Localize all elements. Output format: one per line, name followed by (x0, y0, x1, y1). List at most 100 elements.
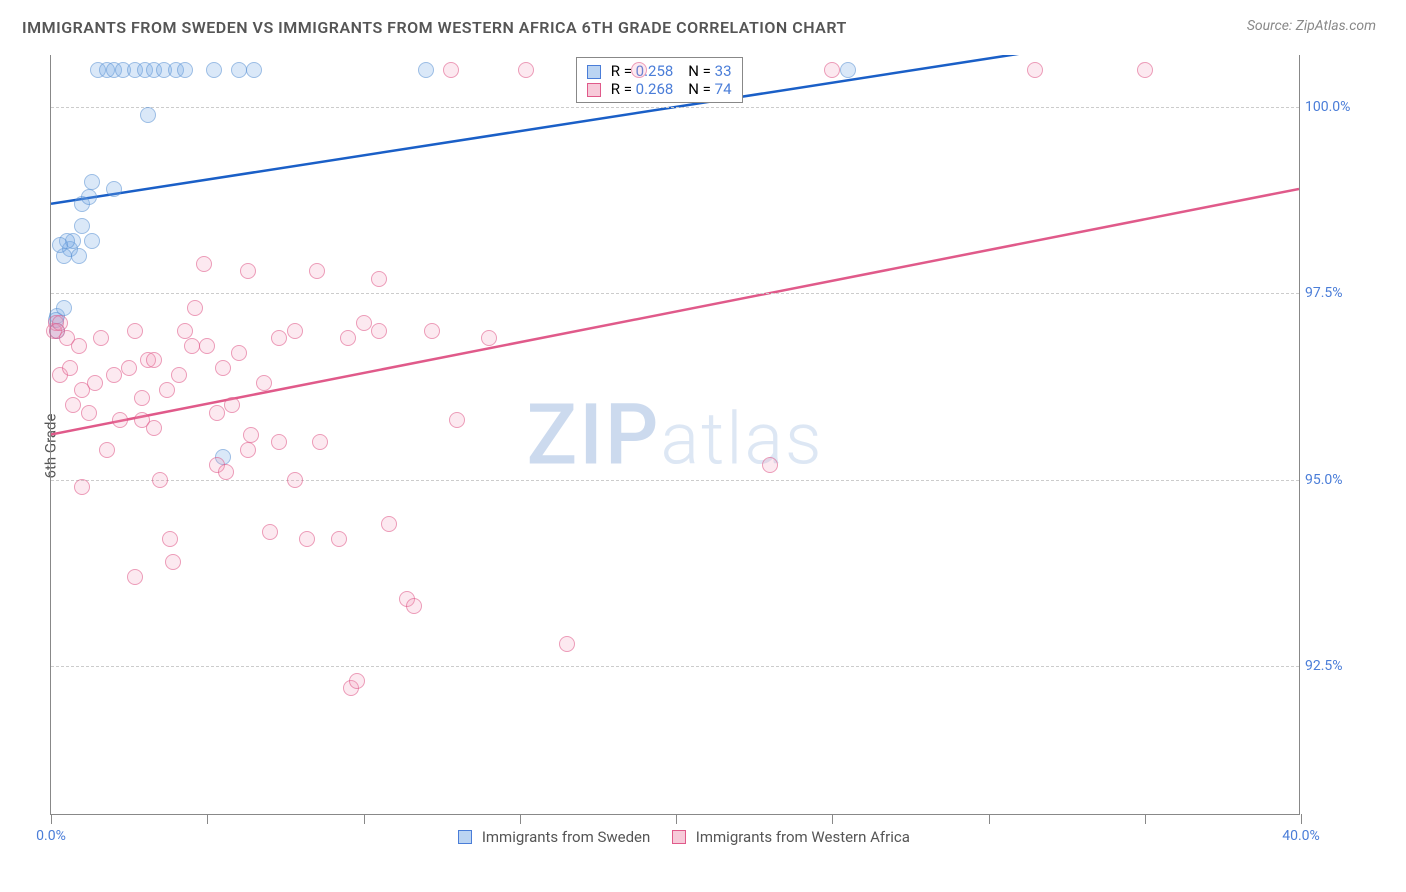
data-point (93, 330, 109, 346)
scatter-plot-area: ZIPatlas R = 0.258 N = 33 R = 0.268 N = … (50, 55, 1300, 815)
y-tick-label: 100.0% (1305, 99, 1355, 115)
data-point (140, 107, 156, 123)
x-tick (364, 814, 365, 824)
data-point (287, 472, 303, 488)
legend-swatch (587, 65, 601, 79)
data-point (127, 569, 143, 585)
legend-n-value: 74 (715, 80, 732, 98)
data-point (256, 375, 272, 391)
data-point (231, 345, 247, 361)
legend-n-label: N = (688, 80, 711, 98)
y-tick-label: 97.5% (1305, 285, 1355, 301)
data-point (159, 382, 175, 398)
data-point (106, 181, 122, 197)
gridline-h (51, 666, 1299, 667)
data-point (262, 524, 278, 540)
data-point (84, 233, 100, 249)
legend-r-value: 0.268 (636, 80, 674, 98)
data-point (177, 62, 193, 78)
data-point (1137, 62, 1153, 78)
data-point (631, 62, 647, 78)
x-tick-label: 0.0% (36, 828, 66, 844)
legend-label-sweden: Immigrants from Sweden (482, 828, 650, 846)
source-value: ZipAtlas.com (1296, 18, 1376, 34)
source-attribution: Source: ZipAtlas.com (1247, 18, 1376, 34)
data-point (165, 554, 181, 570)
data-point (371, 271, 387, 287)
data-point (559, 636, 575, 652)
regression-line (51, 189, 1299, 435)
watermark-part1: ZIP (526, 385, 660, 484)
data-point (424, 323, 440, 339)
data-point (406, 598, 422, 614)
data-point (99, 442, 115, 458)
x-tick-label: 40.0% (1282, 828, 1320, 844)
data-point (371, 323, 387, 339)
data-point (312, 434, 328, 450)
series-legend: Immigrants from Sweden Immigrants from W… (51, 828, 1299, 846)
chart-title: IMMIGRANTS FROM SWEDEN VS IMMIGRANTS FRO… (22, 18, 847, 37)
data-point (171, 367, 187, 383)
data-point (127, 323, 143, 339)
legend-n-label: N = (688, 62, 711, 80)
data-point (81, 405, 97, 421)
data-point (52, 315, 68, 331)
source-label: Source: (1247, 18, 1292, 34)
data-point (1027, 62, 1043, 78)
x-tick (51, 814, 52, 824)
legend-swatch-sweden (458, 830, 472, 844)
legend-r-label: R = (611, 80, 632, 98)
data-point (199, 338, 215, 354)
data-point (449, 412, 465, 428)
data-point (762, 457, 778, 473)
data-point (74, 479, 90, 495)
data-point (146, 420, 162, 436)
data-point (271, 434, 287, 450)
legend-swatch (587, 83, 601, 97)
legend-row: R = 0.268 N = 74 (587, 80, 732, 98)
data-point (840, 62, 856, 78)
data-point (218, 464, 234, 480)
data-point (209, 405, 225, 421)
data-point (71, 338, 87, 354)
data-point (824, 62, 840, 78)
data-point (81, 189, 97, 205)
data-point (112, 412, 128, 428)
gridline-h (51, 107, 1299, 108)
data-point (340, 330, 356, 346)
data-point (240, 442, 256, 458)
data-point (52, 237, 68, 253)
watermark: ZIPatlas (526, 385, 823, 484)
data-point (71, 248, 87, 264)
x-tick (676, 814, 677, 824)
legend-label-western-africa: Immigrants from Western Africa (696, 828, 910, 846)
data-point (196, 256, 212, 272)
data-point (309, 263, 325, 279)
y-tick-label: 92.5% (1305, 658, 1355, 674)
x-tick (1301, 814, 1302, 824)
data-point (381, 516, 397, 532)
data-point (184, 338, 200, 354)
legend-row: R = 0.258 N = 33 (587, 62, 732, 80)
data-point (65, 397, 81, 413)
data-point (215, 360, 231, 376)
data-point (331, 531, 347, 547)
data-point (134, 390, 150, 406)
data-point (481, 330, 497, 346)
data-point (240, 263, 256, 279)
data-point (224, 397, 240, 413)
data-point (443, 62, 459, 78)
data-point (356, 315, 372, 331)
data-point (243, 427, 259, 443)
data-point (246, 62, 262, 78)
data-point (146, 352, 162, 368)
data-point (121, 360, 137, 376)
data-point (206, 62, 222, 78)
data-point (418, 62, 434, 78)
data-point (152, 472, 168, 488)
gridline-h (51, 293, 1299, 294)
data-point (349, 673, 365, 689)
data-point (87, 375, 103, 391)
y-tick-label: 95.0% (1305, 472, 1355, 488)
data-point (74, 218, 90, 234)
